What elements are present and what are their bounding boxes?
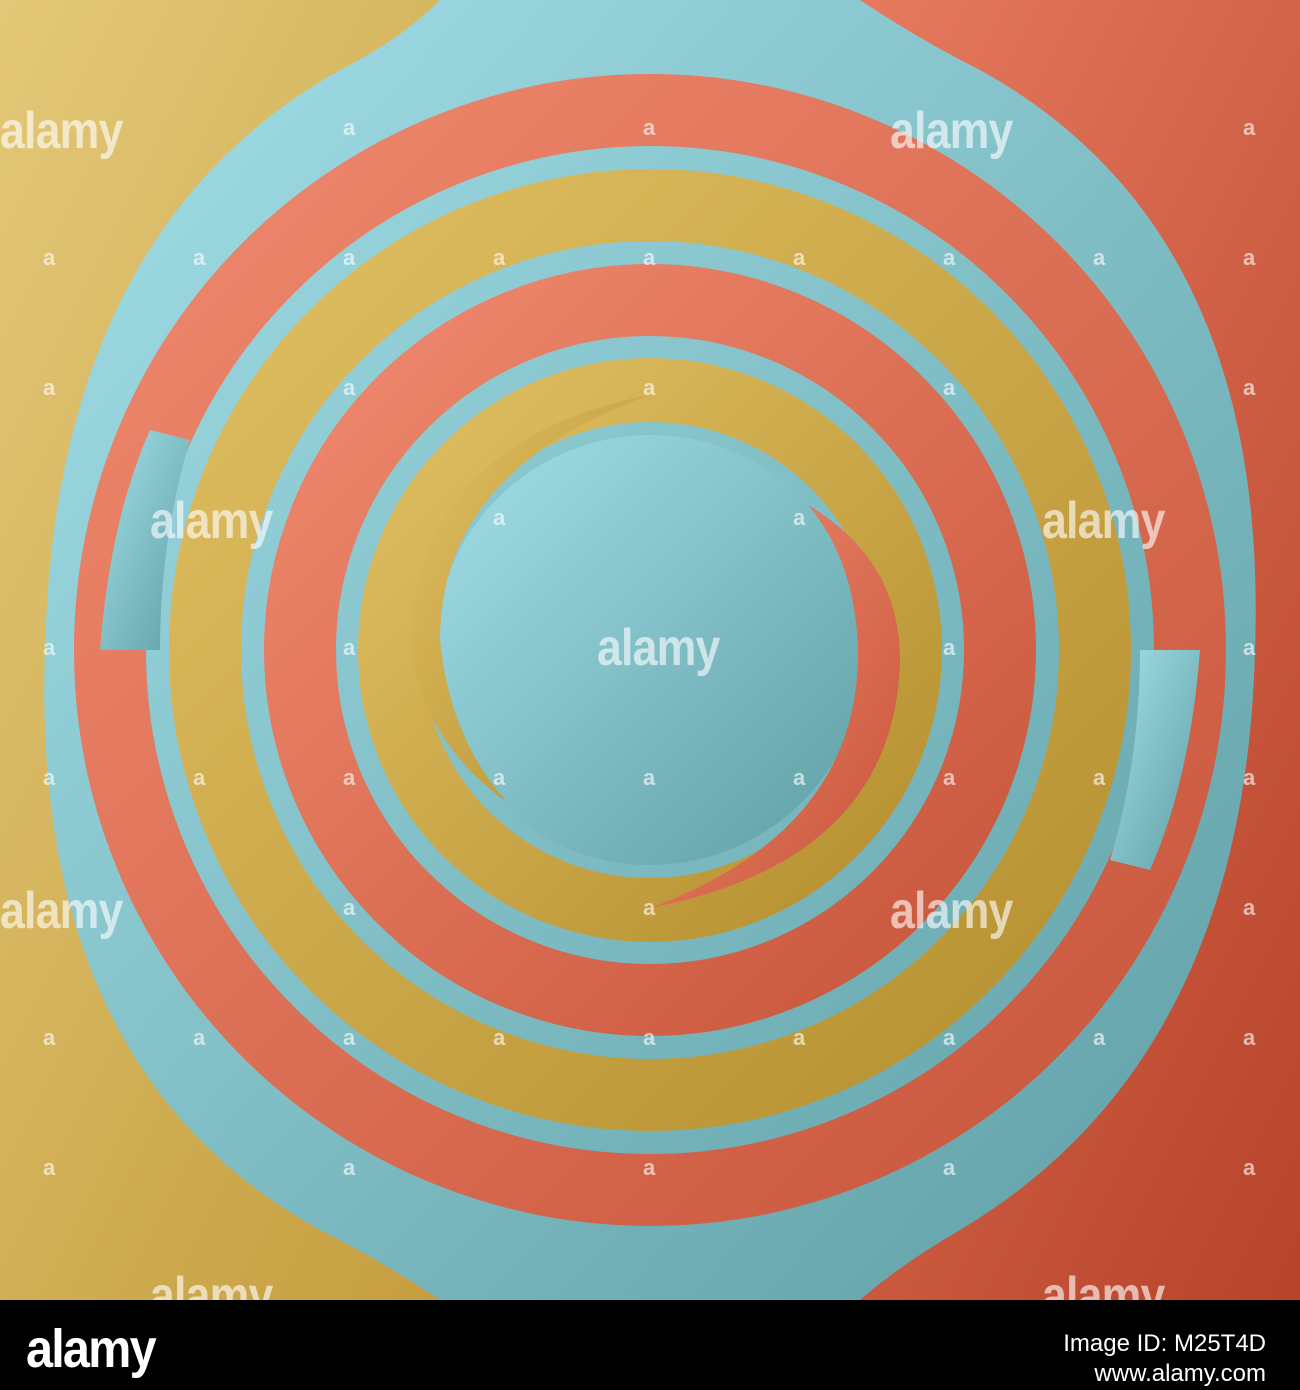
teal-break-right [1110,650,1200,870]
watermark-mark: a [193,765,206,790]
watermark-mark: a [343,895,356,920]
watermark-mark: a [493,765,506,790]
watermark-mark: a [343,1025,356,1050]
site-url: www.alamy.com [1094,1360,1266,1387]
watermark-mark: a [943,1025,956,1050]
watermark-mark: a [43,765,56,790]
watermark-mark: a [943,375,956,400]
watermark: alamy [150,492,273,550]
watermark-mark: a [1093,1025,1106,1050]
watermark-mark: a [343,765,356,790]
watermark: alamy [597,619,720,677]
watermark: alamy [0,882,123,940]
watermark-mark: a [493,1025,506,1050]
watermark-mark: a [793,245,806,270]
watermark-mark: a [943,245,956,270]
gold-ring-4 [358,358,942,942]
watermark-mark: a [343,115,356,140]
teal-break-left [100,430,190,650]
watermark-mark: a [643,1025,656,1050]
teal-center [435,435,865,865]
watermark-mark: a [793,765,806,790]
watermark-mark: a [643,765,656,790]
watermark: alamy [1042,492,1165,550]
spiral-artwork [0,0,1300,1300]
watermark-mark: a [1243,375,1256,400]
watermark-mark: a [643,375,656,400]
alamy-logo: alamy [26,1319,157,1379]
coral-crescent [650,505,900,908]
watermark-mark: a [193,1025,206,1050]
watermark-mark: a [643,115,656,140]
watermark-mark: a [1243,1025,1256,1050]
footer-bar: alamy Image ID: M25T4D www.alamy.com [0,1300,1300,1390]
watermark-mark: a [343,375,356,400]
watermark-mark: a [43,1025,56,1050]
watermark-mark: a [343,635,356,660]
watermark-mark: a [43,375,56,400]
gold-crescent [410,395,650,803]
watermark-mark: a [793,1025,806,1050]
watermark-mark: a [343,1155,356,1180]
watermark-mark: a [43,245,56,270]
watermark: alamy [890,102,1013,160]
watermark-mark: a [793,505,806,530]
watermark-mark: a [1243,1155,1256,1180]
watermark-mark: a [1243,635,1256,660]
watermark-mark: a [1243,895,1256,920]
watermark-mark: a [43,1155,56,1180]
watermark-mark: a [1243,765,1256,790]
watermark-mark: a [1093,245,1106,270]
watermark-mark: a [193,245,206,270]
image-id-label: Image ID: M25T4D [1063,1330,1266,1357]
watermark-mark: a [943,635,956,660]
watermark-mark: a [43,635,56,660]
watermark-mark: a [1243,115,1256,140]
watermark-mark: a [343,245,356,270]
watermark-mark: a [1093,765,1106,790]
gold-ring-2 [169,169,1131,1131]
watermark-mark: a [493,245,506,270]
watermark: alamy [890,882,1013,940]
watermark-mark: a [943,765,956,790]
watermark-mark: a [643,245,656,270]
watermark-mark: a [643,1155,656,1180]
watermark: alamy [0,102,123,160]
watermark-mark: a [1243,245,1256,270]
watermark-mark: a [643,895,656,920]
watermark-mark: a [943,1155,956,1180]
watermark-mark: a [493,505,506,530]
coral-ring-3 [264,264,1036,1036]
